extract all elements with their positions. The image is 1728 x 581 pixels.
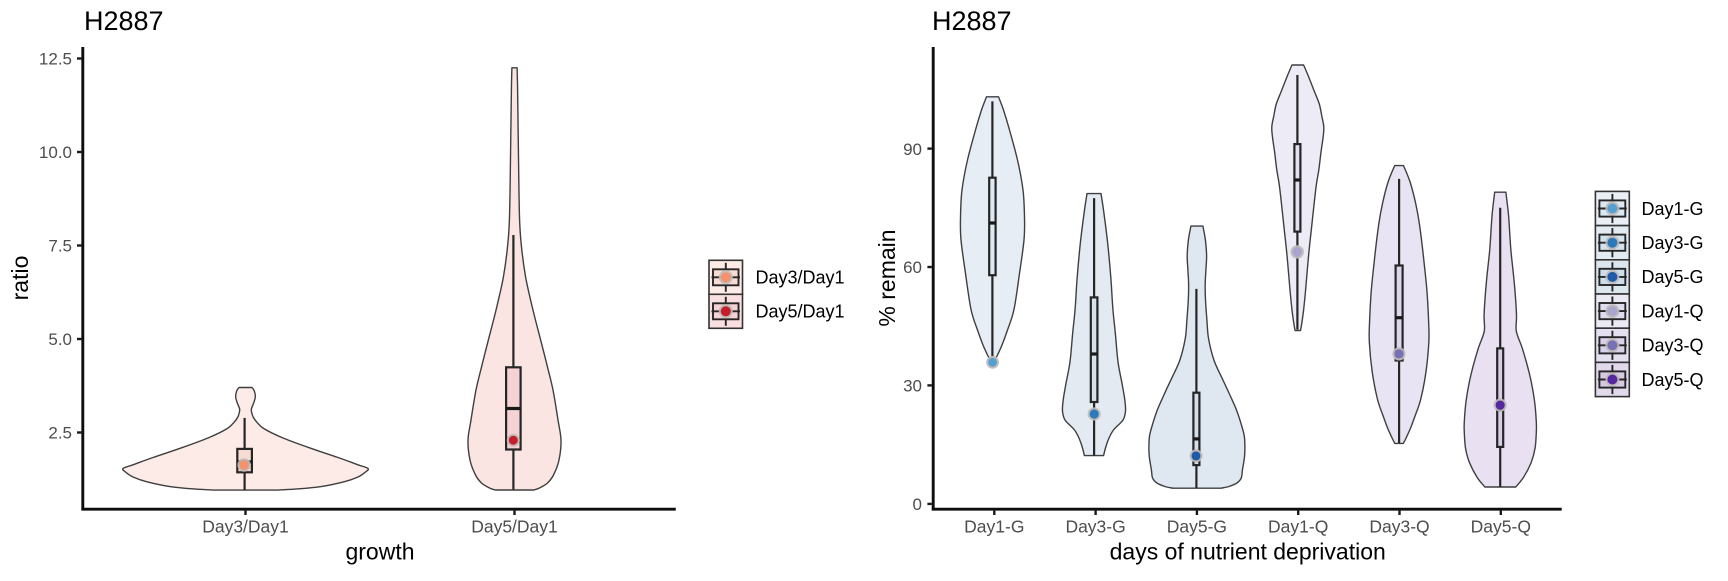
svg-text:Day5/Day1: Day5/Day1 <box>756 302 845 322</box>
svg-text:5.0: 5.0 <box>48 330 72 349</box>
svg-text:0: 0 <box>913 495 922 514</box>
svg-text:2.5: 2.5 <box>48 424 72 443</box>
svg-text:Day3/Day1: Day3/Day1 <box>202 517 289 537</box>
svg-text:Day5/Day1: Day5/Day1 <box>471 517 558 537</box>
svg-text:7.5: 7.5 <box>48 237 72 256</box>
svg-text:Day5-Q: Day5-Q <box>1471 517 1531 537</box>
svg-text:30: 30 <box>903 377 922 396</box>
svg-text:H2887: H2887 <box>932 6 1012 36</box>
svg-text:Day3/Day1: Day3/Day1 <box>756 268 845 288</box>
svg-text:Day1-Q: Day1-Q <box>1642 301 1704 321</box>
svg-text:Day3-G: Day3-G <box>1642 233 1704 253</box>
svg-text:growth: growth <box>345 539 414 565</box>
svg-text:Day1-G: Day1-G <box>1642 199 1704 219</box>
svg-text:Day1-G: Day1-G <box>964 517 1024 537</box>
svg-text:90: 90 <box>903 140 922 159</box>
svg-text:12.5: 12.5 <box>39 50 72 69</box>
svg-text:Day5-Q: Day5-Q <box>1642 370 1704 390</box>
svg-text:60: 60 <box>903 258 922 277</box>
svg-text:days of nutrient deprivation: days of nutrient deprivation <box>1110 539 1386 565</box>
svg-text:H2887: H2887 <box>84 6 164 36</box>
svg-text:10.0: 10.0 <box>39 143 72 162</box>
svg-text:Day5-G: Day5-G <box>1167 517 1227 537</box>
svg-text:Day5-G: Day5-G <box>1642 267 1704 287</box>
svg-text:% remain: % remain <box>874 229 900 326</box>
svg-text:Day3-G: Day3-G <box>1065 517 1125 537</box>
svg-text:Day3-Q: Day3-Q <box>1642 336 1704 356</box>
svg-text:ratio: ratio <box>7 256 33 301</box>
svg-text:Day3-Q: Day3-Q <box>1369 517 1429 537</box>
svg-text:Day1-Q: Day1-Q <box>1268 517 1328 537</box>
